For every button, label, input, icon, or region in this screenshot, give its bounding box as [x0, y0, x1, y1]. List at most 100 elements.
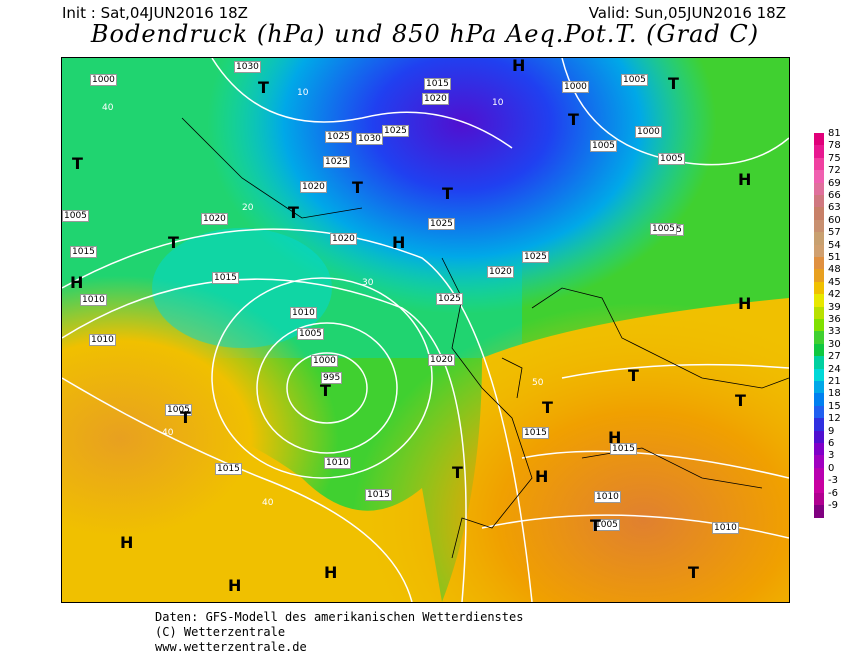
legend-value: 21 [828, 376, 841, 387]
legend-swatch [814, 145, 824, 159]
isobar-label: 1015 [424, 78, 451, 90]
pressure-center: H [120, 533, 134, 552]
isobar-label: 1015 [522, 427, 549, 439]
pressure-center: H [392, 233, 406, 252]
legend-swatch [814, 294, 824, 308]
isobar-label: 1025 [382, 125, 409, 137]
isobar-label: 1005 [165, 404, 192, 416]
isobar-label: 1010 [290, 307, 317, 319]
legend-value: 57 [828, 227, 841, 239]
legend-value: 69 [828, 177, 841, 189]
map-background [62, 58, 789, 602]
pressure-center: T [542, 398, 553, 417]
legend-swatch [814, 269, 824, 283]
pressure-center: H [738, 294, 752, 313]
temperature-label: 10 [297, 88, 309, 98]
legend-value: 30 [828, 338, 841, 350]
legend-value: -3 [828, 475, 838, 487]
legend-swatch [814, 430, 824, 444]
isobar-label: 1010 [324, 457, 351, 469]
legend-value: 33 [828, 326, 841, 338]
isobar-label: 1000 [562, 81, 589, 93]
isobar-label: 1030 [234, 61, 261, 73]
legend-value: 60 [828, 214, 841, 226]
pressure-center: H [608, 428, 622, 447]
legend-swatch [814, 455, 824, 469]
legend-value: 66 [828, 190, 841, 201]
isobar-label: 1025 [436, 293, 463, 305]
legend-value: 24 [828, 363, 841, 375]
legend-swatch [814, 157, 824, 171]
legend-value: 51 [828, 252, 841, 263]
isobar-label: 1005 [650, 223, 677, 235]
legend-value: 78 [828, 140, 841, 152]
legend-value: 81 [828, 128, 841, 139]
isobar-label: 1005 [621, 74, 648, 86]
legend-swatch [814, 244, 824, 258]
pressure-center: H [535, 467, 549, 486]
website-link[interactable]: www.wetterzentrale.de [155, 640, 307, 654]
legend-swatch [814, 219, 824, 233]
isobar-label: 1020 [487, 266, 514, 278]
isobar-label: 1015 [610, 443, 637, 455]
isobar-label: 1015 [70, 246, 97, 258]
isobar-label: 1010 [80, 294, 107, 306]
legend-swatch [814, 443, 824, 456]
isobar-label: 1000 [635, 126, 662, 138]
pressure-center: T [568, 110, 579, 129]
isobar-label: 1025 [522, 251, 549, 263]
temperature-label: 40 [102, 103, 114, 113]
valid-time: Valid: Sun,05JUN2016 18Z [588, 4, 786, 22]
isobar-label: 1020 [428, 354, 455, 366]
legend-swatch [814, 405, 824, 419]
pressure-center: T [72, 154, 83, 173]
legend-swatch [814, 418, 824, 432]
legend-swatch [814, 381, 824, 394]
legend-swatch [814, 505, 824, 518]
legend-value: 54 [828, 239, 841, 251]
pressure-center: H [228, 576, 242, 595]
legend-value: 12 [828, 413, 841, 425]
temperature-label: 30 [362, 278, 374, 288]
isobar-label: 1025 [428, 218, 455, 230]
init-time: Init : Sat,04JUN2016 18Z [62, 4, 248, 22]
isobar-label: 1005 [62, 210, 89, 222]
legend-swatch [814, 207, 824, 221]
pressure-center: H [70, 273, 84, 292]
legend-value: 72 [828, 165, 841, 177]
isobar-label: 1005 [593, 519, 620, 531]
legend-value: 9 [828, 425, 835, 437]
weather-map: 1030 1000 1015 1020 1025 1030 1025 1025 … [61, 57, 790, 603]
isobar-label: 1015 [365, 489, 392, 501]
pressure-center: T [688, 563, 699, 582]
legend-swatch [814, 343, 824, 357]
isobar-label: 1010 [594, 491, 621, 503]
isobar-label: 1030 [356, 133, 383, 145]
legend-swatch [814, 467, 824, 481]
legend-swatch [814, 281, 824, 295]
isobar-label: 1025 [325, 131, 352, 143]
pressure-center: T [735, 391, 746, 410]
legend-swatch [814, 170, 824, 184]
temperature-label: 50 [532, 378, 544, 388]
legend-value: 63 [828, 202, 841, 214]
legend-value: 3 [828, 450, 835, 462]
legend-value: 45 [828, 276, 841, 288]
legend-swatch [814, 368, 824, 382]
pressure-center: T [442, 184, 453, 203]
isobar-label: 1020 [422, 93, 449, 105]
legend-value: 39 [828, 301, 841, 313]
data-source: Daten: GFS-Modell des amerikanischen Wet… [155, 610, 524, 624]
pressure-center: H [738, 170, 752, 189]
legend-swatch [814, 492, 824, 506]
pressure-center: T [590, 516, 601, 535]
pressure-center: T [320, 381, 331, 400]
legend-swatch [814, 182, 824, 196]
temperature-label: 10 [492, 98, 504, 108]
isobar-label: 1020 [300, 181, 327, 193]
footer: Daten: GFS-Modell des amerikanischen Wet… [155, 610, 523, 655]
isobar-label: 1005 [658, 153, 685, 165]
legend-value: -9 [828, 500, 838, 511]
map-title: Bodendruck (hPa) und 850 hPa Aeq.Pot.T. … [90, 20, 760, 48]
isobar-label: 995 [321, 372, 343, 384]
